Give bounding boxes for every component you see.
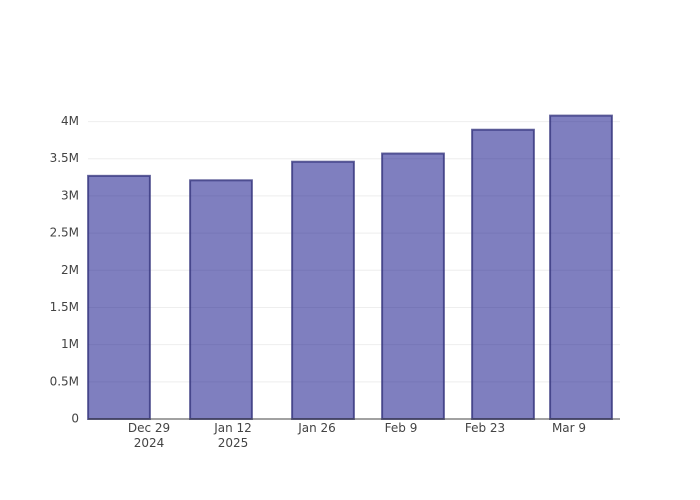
x-tick-label: Jan 26	[298, 421, 336, 435]
y-tick-label: 1.5M	[50, 300, 79, 314]
y-tick-label: 0.5M	[50, 374, 79, 388]
y-tick-label: 0	[71, 412, 79, 426]
y-tick-label: 3.5M	[50, 151, 79, 165]
bar	[189, 179, 253, 420]
bar	[549, 114, 613, 420]
x-tick-label: Mar 9	[551, 421, 587, 435]
x-tick-label-box: Jan 26	[298, 421, 336, 435]
bar	[471, 128, 535, 420]
x-tick-label: Dec 29 2024	[127, 421, 171, 450]
y-tick-label: 4M	[61, 114, 79, 128]
x-tick-label: Jan 12 2025	[214, 421, 252, 450]
x-tick-label-box: Dec 29 2024	[127, 421, 171, 450]
x-tick-label: Feb 9	[384, 421, 418, 435]
y-tick-label: 3M	[61, 188, 79, 202]
bar	[291, 160, 355, 420]
x-tick-label-box: Mar 9	[551, 421, 587, 435]
x-tick-label-box: Jan 12 2025	[214, 421, 252, 450]
bar	[381, 152, 445, 421]
x-tick-label-box: Feb 9	[384, 421, 418, 435]
y-tick-label: 2M	[61, 263, 79, 277]
y-tick-label: 1M	[61, 337, 79, 351]
y-tick-label: 2.5M	[50, 226, 79, 240]
bar	[87, 174, 151, 420]
x-tick-label-box: Feb 23	[464, 421, 506, 435]
x-tick-label: Feb 23	[464, 421, 506, 435]
